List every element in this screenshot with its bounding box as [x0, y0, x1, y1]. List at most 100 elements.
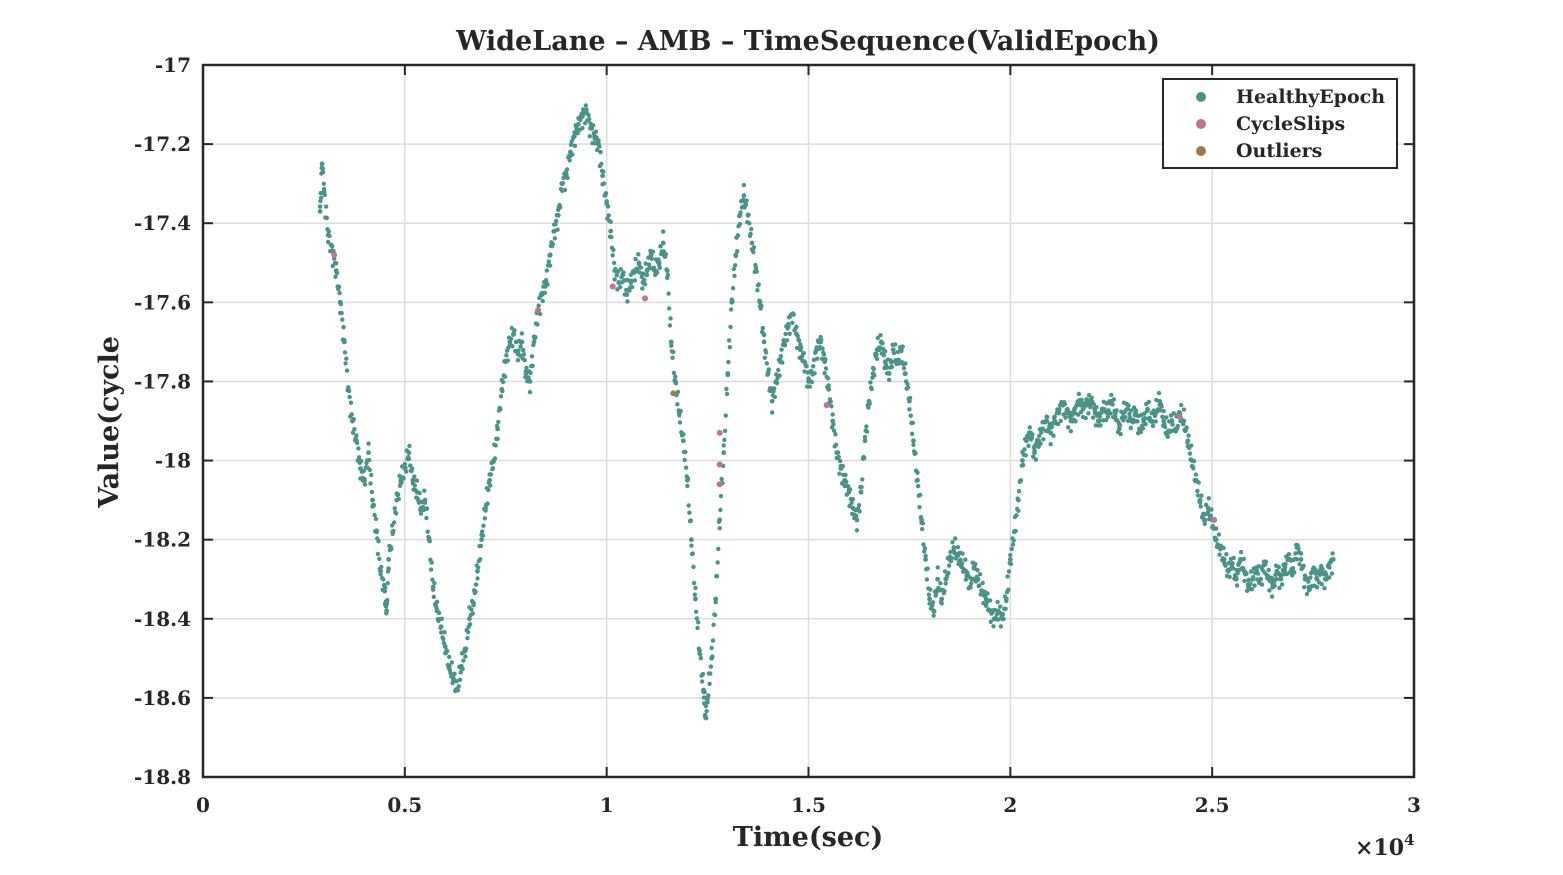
- healthy-epoch-point: [1088, 404, 1093, 410]
- healthy-epoch-point: [707, 681, 712, 686]
- healthy-epoch-point: [652, 268, 658, 274]
- healthy-epoch-point: [1033, 457, 1039, 462]
- healthy-epoch-point: [424, 506, 430, 511]
- healthy-epoch-point: [681, 432, 686, 437]
- healthy-epoch-point: [330, 244, 335, 249]
- healthy-epoch-point: [1162, 424, 1168, 430]
- healthy-epoch-point: [1294, 545, 1300, 550]
- healthy-epoch-point: [465, 635, 470, 641]
- healthy-epoch-point: [708, 664, 714, 669]
- y-tick-label: -18.8: [134, 765, 191, 789]
- healthy-epoch-point: [407, 443, 412, 449]
- healthy-epoch-point: [1089, 395, 1094, 400]
- cycle-slip-point: [1211, 516, 1218, 523]
- healthy-epoch-point: [485, 501, 490, 506]
- healthy-epoch-point: [1123, 415, 1128, 420]
- healthy-epoch-point: [689, 543, 694, 548]
- y-tick-label: -17.8: [134, 369, 191, 393]
- healthy-epoch-point: [640, 271, 646, 276]
- healthy-epoch-point: [846, 489, 852, 495]
- healthy-epoch-point: [1016, 489, 1022, 494]
- healthy-epoch-point: [701, 687, 706, 693]
- healthy-epoch-point: [1076, 398, 1082, 404]
- healthy-epoch-point: [559, 181, 565, 187]
- healthy-epoch-point: [1124, 406, 1130, 412]
- healthy-epoch-point: [1246, 584, 1251, 590]
- healthy-epoch-point: [798, 347, 803, 353]
- healthy-epoch-point: [449, 660, 455, 665]
- healthy-epoch-point: [687, 510, 692, 515]
- healthy-epoch-point: [1170, 422, 1175, 427]
- cycle-slip-point: [609, 283, 616, 290]
- cycle-slip-point: [716, 461, 723, 468]
- healthy-epoch-point: [669, 343, 674, 348]
- healthy-epoch-point: [1252, 583, 1257, 588]
- healthy-epoch-point: [693, 609, 699, 614]
- healthy-epoch-point: [796, 338, 802, 343]
- healthy-epoch-point: [814, 347, 819, 353]
- healthy-epoch-point: [927, 596, 932, 602]
- healthy-epoch-point: [617, 284, 623, 290]
- healthy-epoch-point: [1011, 538, 1016, 543]
- healthy-epoch-point: [353, 438, 359, 444]
- healthy-epoch-point: [1076, 391, 1082, 397]
- healthy-epoch-point: [894, 359, 900, 365]
- healthy-epoch-point: [763, 350, 769, 355]
- healthy-epoch-point: [735, 233, 741, 238]
- x-tick-label: 2: [1003, 793, 1017, 817]
- healthy-epoch-point: [672, 379, 678, 384]
- healthy-epoch-point: [1278, 576, 1284, 582]
- healthy-epoch-point: [903, 361, 908, 366]
- healthy-epoch-point: [478, 557, 483, 562]
- healthy-epoch-point: [362, 482, 368, 487]
- cycle-slip-point: [642, 295, 649, 302]
- healthy-epoch-point: [759, 303, 764, 309]
- healthy-epoch-point: [1117, 423, 1123, 428]
- healthy-epoch-point: [580, 125, 585, 131]
- healthy-epoch-point: [918, 492, 923, 498]
- healthy-epoch-point: [1146, 399, 1152, 405]
- healthy-epoch-point: [452, 671, 457, 676]
- healthy-epoch-point: [575, 131, 580, 136]
- healthy-epoch-point: [787, 331, 792, 336]
- healthy-epoch-point: [321, 181, 326, 186]
- healthy-epoch-point: [324, 215, 329, 221]
- healthy-epoch-point: [1330, 557, 1336, 562]
- healthy-epoch-point: [1250, 576, 1255, 582]
- healthy-epoch-point: [664, 268, 670, 274]
- healthy-epoch-point: [774, 372, 779, 377]
- healthy-epoch-point: [823, 366, 829, 371]
- healthy-epoch-point: [1233, 576, 1239, 582]
- healthy-epoch-point: [810, 371, 815, 376]
- healthy-epoch-point: [881, 353, 887, 358]
- healthy-epoch-point: [551, 228, 557, 234]
- healthy-epoch-point: [935, 565, 940, 570]
- healthy-epoch-point: [562, 187, 568, 193]
- healthy-epoch-point: [504, 353, 509, 358]
- healthy-epoch-point: [395, 492, 401, 497]
- healthy-epoch-point: [673, 374, 678, 379]
- healthy-epoch-point: [1238, 549, 1244, 555]
- healthy-epoch-point: [1184, 425, 1189, 430]
- healthy-epoch-point: [718, 507, 723, 513]
- healthy-epoch-point: [439, 616, 444, 621]
- healthy-epoch-point: [831, 428, 837, 433]
- healthy-epoch-point: [487, 477, 493, 483]
- healthy-epoch-point: [370, 497, 375, 503]
- healthy-epoch-point: [857, 509, 862, 514]
- healthy-epoch-point: [723, 413, 728, 418]
- healthy-epoch-point: [1304, 591, 1310, 597]
- healthy-epoch-point: [480, 529, 485, 534]
- healthy-epoch-point: [319, 161, 325, 167]
- healthy-epoch-point: [922, 546, 928, 551]
- healthy-epoch-point: [1125, 418, 1131, 424]
- healthy-epoch-point: [1319, 582, 1325, 587]
- healthy-epoch-point: [1195, 493, 1201, 498]
- healthy-epoch-point: [830, 412, 835, 417]
- healthy-epoch-point: [667, 323, 673, 328]
- healthy-epoch-point: [572, 143, 578, 148]
- healthy-epoch-point: [1238, 557, 1243, 562]
- healthy-epoch-point: [735, 249, 740, 254]
- healthy-epoch-point: [915, 470, 920, 475]
- healthy-epoch-point: [375, 551, 381, 557]
